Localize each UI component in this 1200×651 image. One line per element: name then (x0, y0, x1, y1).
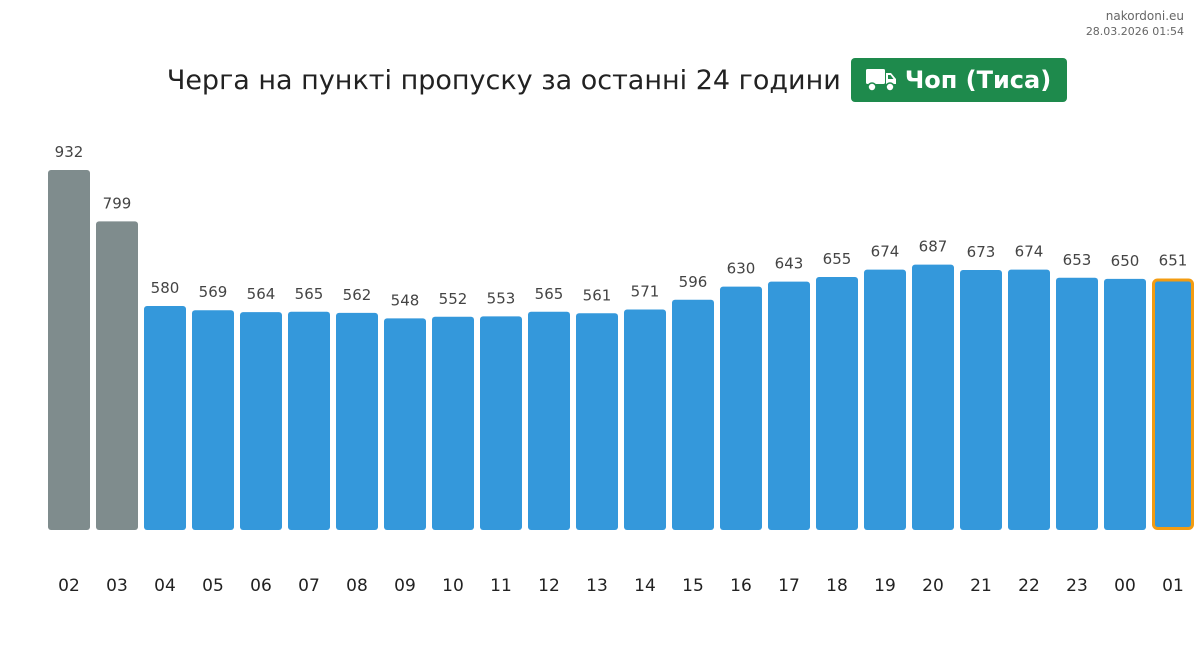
x-tick-label: 12 (538, 576, 560, 596)
bar-10 (432, 316, 474, 530)
x-tick-label: 04 (154, 576, 176, 596)
x-tick-label: 02 (58, 576, 80, 596)
checkpoint-badge: Чоп (Тиса) (850, 58, 1068, 102)
bar-value-label: 561 (583, 286, 612, 304)
bar-06 (240, 312, 282, 530)
source-site: nakordoni.eu (1105, 9, 1184, 23)
bar-22 (1008, 269, 1050, 530)
x-tick-label: 14 (634, 576, 656, 596)
x-tick-label: 05 (202, 576, 224, 596)
bar-19 (864, 269, 906, 530)
bar-23 (1056, 277, 1098, 530)
x-tick-label: 22 (1018, 576, 1040, 596)
bar-value-label: 564 (247, 285, 276, 303)
x-tick-label: 08 (346, 576, 368, 596)
x-tick-label: 10 (442, 576, 464, 596)
x-tick-label: 16 (730, 576, 752, 596)
bar-15 (672, 299, 714, 530)
bar-04 (144, 305, 186, 530)
bar-value-label: 932 (55, 143, 84, 161)
bar-17 (768, 281, 810, 530)
bar-11 (480, 316, 522, 530)
bar-value-label: 580 (151, 279, 180, 297)
truck-icon (865, 68, 897, 92)
bar-value-label: 674 (871, 243, 900, 261)
bar-value-label: 630 (727, 260, 756, 278)
bar-value-label: 565 (295, 285, 324, 303)
bar-value-label: 552 (439, 290, 468, 308)
bar-09 (384, 318, 426, 530)
x-tick-label: 09 (394, 576, 416, 596)
chart-title: Черга на пункті пропуску за останні 24 г… (166, 64, 841, 96)
source-info: nakordoni.eu 28.03.2026 01:54 (1086, 9, 1184, 39)
bar-value-label: 562 (343, 286, 372, 304)
x-tick-label: 07 (298, 576, 320, 596)
x-tick-label: 15 (682, 576, 704, 596)
bar-value-label: 548 (391, 291, 420, 309)
bar-07 (288, 311, 330, 530)
x-tick-label: 19 (874, 576, 896, 596)
bar-21 (960, 270, 1002, 530)
chart-header: Черга на пункті пропуску за останні 24 г… (0, 58, 1200, 102)
bar-value-label: 653 (1063, 251, 1092, 269)
bar-00 (1104, 278, 1146, 530)
bar-05 (192, 310, 234, 530)
x-tick-label: 13 (586, 576, 608, 596)
bar-01 (1152, 278, 1194, 530)
bar-value-label: 673 (967, 243, 996, 261)
x-tick-label: 17 (778, 576, 800, 596)
bar-20 (912, 264, 954, 530)
x-tick-label: 18 (826, 576, 848, 596)
bar-08 (336, 312, 378, 530)
x-tick-label: 21 (970, 576, 992, 596)
x-tick-label: 01 (1162, 576, 1184, 596)
x-tick-label: 06 (250, 576, 272, 596)
checkpoint-name: Чоп (Тиса) (904, 66, 1052, 94)
source-timestamp: 28.03.2026 01:54 (1085, 25, 1184, 38)
bar-18 (816, 276, 858, 530)
bar-value-label: 687 (919, 238, 948, 256)
bar-value-label: 553 (487, 289, 516, 307)
bar-03 (96, 221, 138, 530)
x-tick-label: 00 (1114, 576, 1136, 596)
bar-value-label: 596 (679, 273, 708, 291)
bar-value-label: 655 (823, 250, 852, 268)
bar-value-label: 643 (775, 255, 804, 273)
x-tick-label: 23 (1066, 576, 1088, 596)
bar-value-label: 569 (199, 283, 228, 301)
bar-16 (720, 286, 762, 530)
bar-14 (624, 309, 666, 530)
bar-value-label: 674 (1015, 243, 1044, 261)
bar-value-label: 571 (631, 282, 660, 300)
bar-13 (576, 313, 618, 530)
bar-12 (528, 311, 570, 530)
bar-02 (48, 170, 90, 530)
x-tick-label: 11 (490, 576, 512, 596)
bar-value-label: 565 (535, 285, 564, 303)
x-tick-label: 03 (106, 576, 128, 596)
x-tick-label: 20 (922, 576, 944, 596)
bar-value-label: 650 (1111, 252, 1140, 270)
bar-value-label: 651 (1159, 252, 1188, 270)
bar-value-label: 799 (103, 194, 132, 212)
